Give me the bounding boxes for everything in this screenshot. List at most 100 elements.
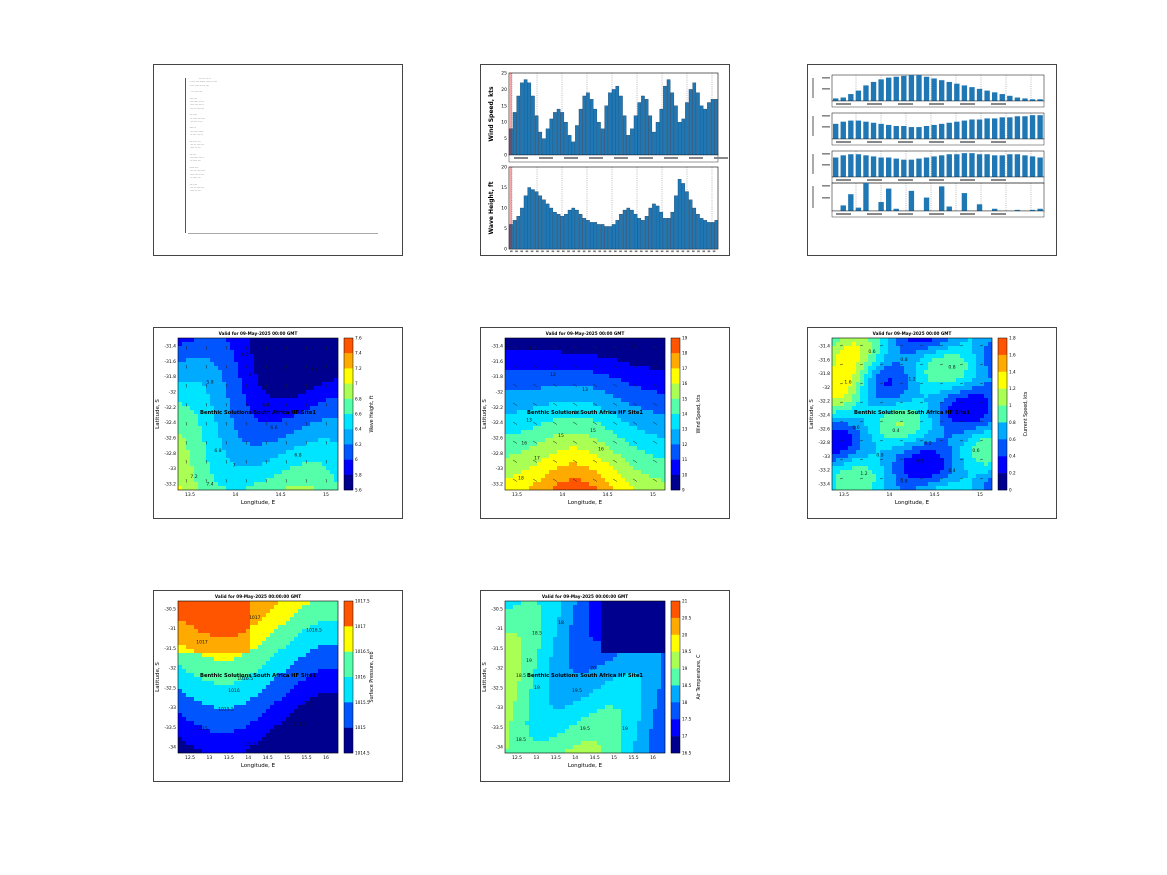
- contour-cell: [182, 390, 187, 395]
- contour-cell: [892, 406, 897, 411]
- data-bar: [556, 108, 561, 156]
- contour-cell: [573, 410, 578, 415]
- contour-cell: [198, 402, 203, 407]
- contour-cell: [617, 486, 622, 491]
- contour-cell: [537, 394, 542, 399]
- contour-cell: [844, 442, 849, 447]
- contour-cell: [661, 470, 666, 475]
- contour-cell: [649, 434, 654, 439]
- contour-cell: [984, 402, 989, 407]
- contour-cell: [517, 426, 522, 431]
- contour-cell: [545, 390, 550, 395]
- contour-cell: [326, 430, 331, 435]
- contour-label: 17: [534, 456, 540, 462]
- contour-cell: [557, 474, 562, 479]
- contour-cell: [936, 390, 941, 395]
- contour-cell: [545, 370, 550, 375]
- contour-cell: [597, 346, 602, 351]
- contour-cell: [314, 378, 319, 383]
- contour-cell: [545, 470, 550, 475]
- contour-cell: [322, 382, 327, 387]
- x-tick-label-block: [650, 250, 653, 253]
- contour-cell: [661, 426, 666, 431]
- contour-cell: [904, 370, 909, 375]
- contour-cell: [202, 386, 207, 391]
- contour-cell: [840, 342, 845, 347]
- stacked-timeseries-thumbnail[interactable]: [807, 64, 1057, 256]
- contour-cell: [948, 398, 953, 403]
- contour-cell: [605, 402, 610, 407]
- contour-cell: [581, 454, 586, 459]
- contour-cell: [334, 466, 339, 471]
- contour-cell: [928, 366, 933, 371]
- data-bar: [1014, 97, 1021, 101]
- vector-arrow: [592, 478, 598, 482]
- contour-cell: [525, 402, 530, 407]
- contour-cell: [605, 362, 610, 367]
- contour-cell: [318, 458, 323, 463]
- contour-cell: [832, 430, 837, 435]
- contour-label: 7.2: [190, 474, 197, 480]
- contour-cell: [617, 442, 622, 447]
- contour-cell: [980, 450, 985, 455]
- wind-wave-timeseries-thumbnail[interactable]: 0 5 10 15 20 25 Wind Speed, kts 0 5 10 15 20 Wave He…: [480, 64, 730, 256]
- contour-cell: [888, 410, 893, 415]
- contour-cell: [936, 434, 941, 439]
- contour-cell: [964, 458, 969, 463]
- contour-cell: [322, 454, 327, 459]
- contour-cell: [330, 450, 335, 455]
- data-bar: [999, 117, 1005, 139]
- current-speed-map-thumbnail[interactable]: Valid for 09-May-2025 00:00 GMT 0.6 0.8 1.6…: [807, 327, 1057, 519]
- contour-cell: [924, 342, 929, 347]
- wind-speed-map-thumbnail[interactable]: Valid for 09-May-2025 00:00 GMT 11 12 13 14 1…: [480, 327, 730, 519]
- contour-cell: [529, 370, 534, 375]
- contour-cell: [302, 346, 307, 351]
- contour-cell: [537, 358, 542, 363]
- contour-cell: [581, 410, 586, 415]
- contour-cell: [262, 362, 267, 367]
- contour-cell: [326, 442, 331, 447]
- vector-arrow: [265, 402, 268, 407]
- vector-arrow: [532, 440, 538, 444]
- contour-cell: [178, 466, 183, 471]
- contour-cell: [649, 350, 654, 355]
- contour-cell: [545, 434, 550, 439]
- contour-cell: [968, 454, 973, 459]
- contour-cell: [194, 366, 199, 371]
- contour-cell: [840, 422, 845, 427]
- contour-cell: [609, 466, 614, 471]
- contour-cell: [589, 414, 594, 419]
- y-tick-label: 25: [501, 71, 507, 77]
- contour-cell: [198, 486, 203, 491]
- data-bar: [677, 179, 682, 250]
- contour-cell: [641, 422, 646, 427]
- contour-cell: [529, 342, 534, 347]
- contour-cell: [254, 442, 259, 447]
- contour-cell: [617, 482, 622, 487]
- contour-cell: [206, 478, 211, 483]
- contour-cell: [242, 386, 247, 391]
- contour-cell: [625, 366, 630, 371]
- contour-cell: [629, 366, 634, 371]
- contour-cell: [605, 378, 610, 383]
- contour-cell: [517, 410, 522, 415]
- contour-cell: [262, 338, 267, 343]
- report-thumbnail[interactable]: --- --- -- -- - ---- --- ------ ---- -- …: [153, 64, 403, 256]
- contour-cell: [537, 422, 542, 427]
- y-tick-label: -33: [169, 466, 176, 472]
- contour-cell: [194, 474, 199, 479]
- contour-cell: [202, 462, 207, 467]
- contour-cell: [525, 394, 530, 399]
- contour-cell: [896, 414, 901, 419]
- contour-cell: [597, 382, 602, 387]
- data-bar: [523, 195, 528, 250]
- contour-cell: [641, 454, 646, 459]
- contour-cell: [549, 374, 554, 379]
- wave-height-map-thumbnail[interactable]: Valid for 09-May-2025 00:00 GMT 6.2 6 5.8 6.…: [153, 327, 403, 519]
- contour-cell: [557, 374, 562, 379]
- contour-cell: [230, 366, 235, 371]
- contour-cell: [832, 354, 837, 359]
- contour-cell: [505, 438, 510, 443]
- contour-cell: [545, 422, 550, 427]
- contour-cell: [613, 410, 618, 415]
